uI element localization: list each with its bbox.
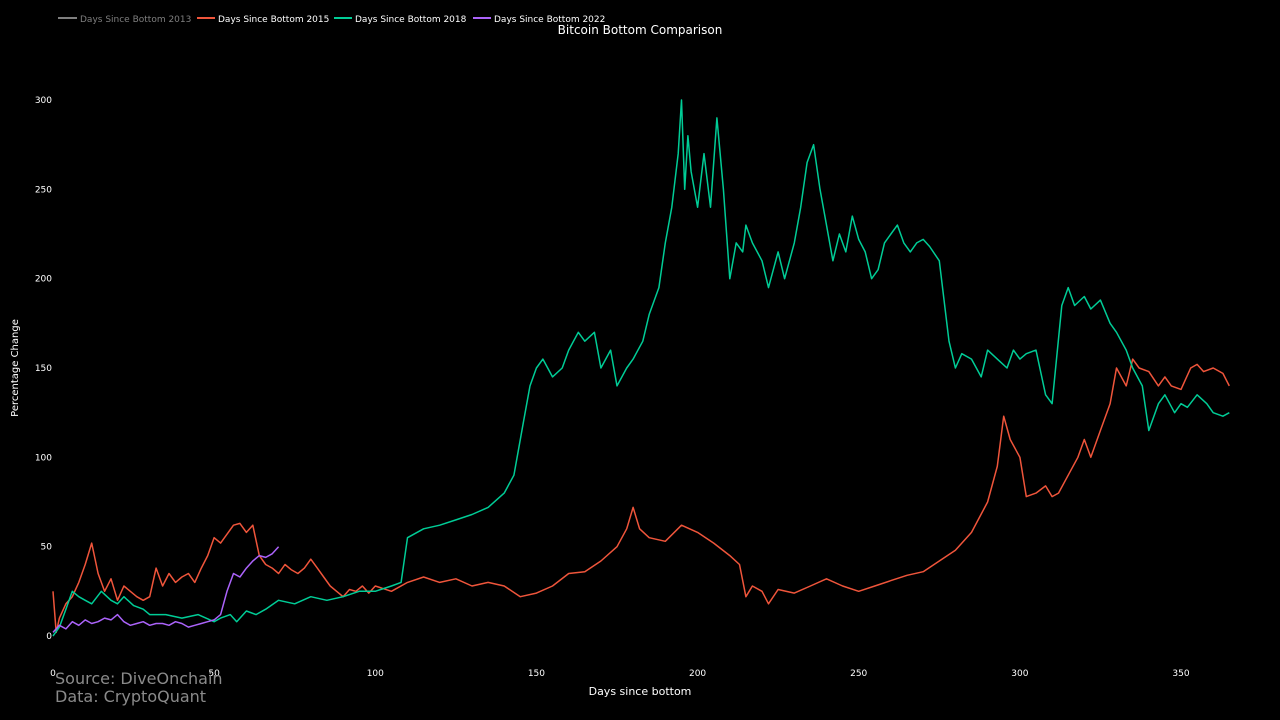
legend-item-2013[interactable]: Days Since Bottom 2013 [58, 15, 191, 25]
x-tick-label: 300 [1011, 669, 1028, 679]
x-tick-label: 50 [208, 669, 220, 679]
legend-item-2018[interactable]: Days Since Bottom 2018 [334, 15, 467, 25]
legend-item-2015[interactable]: Days Since Bottom 2015 [197, 15, 329, 25]
series-line-2015 [52, 358, 1230, 634]
x-tick-label: 100 [367, 669, 384, 679]
y-tick-label: 100 [35, 453, 52, 463]
legend-label-2013: Days Since Bottom 2013 [80, 15, 191, 25]
legend-label-2018: Days Since Bottom 2018 [355, 15, 467, 25]
x-axis-ticks: 0 50 100 150 200 250 300 350 [50, 669, 1190, 679]
series-lines [52, 99, 1230, 637]
y-tick-label: 50 [41, 543, 53, 553]
source-text: Source: DiveOnchain [55, 669, 223, 688]
x-tick-label: 350 [1172, 669, 1189, 679]
legend-label-2015: Days Since Bottom 2015 [218, 15, 329, 25]
y-tick-label: 300 [35, 96, 52, 106]
legend-item-2022[interactable]: Days Since Bottom 2022 [473, 15, 605, 25]
x-tick-label: 150 [528, 669, 545, 679]
y-axis-title: Percentage Change [10, 319, 21, 417]
y-tick-label: 200 [35, 275, 52, 285]
y-tick-label: 150 [35, 364, 52, 374]
series-line-2018 [52, 99, 1230, 637]
legend: Days Since Bottom 2013 Days Since Bottom… [58, 15, 605, 25]
y-tick-label: 0 [46, 632, 52, 642]
x-tick-label: 250 [850, 669, 867, 679]
y-axis-ticks: 0 50 100 150 200 250 300 [35, 96, 52, 642]
x-tick-label: 0 [50, 669, 56, 679]
x-axis-title: Days since bottom [589, 685, 692, 698]
chart-title: Bitcoin Bottom Comparison [558, 23, 723, 37]
y-tick-label: 250 [35, 185, 52, 195]
data-credit-text: Data: CryptoQuant [55, 687, 207, 706]
source-attribution: Source: DiveOnchain Data: CryptoQuant [55, 670, 223, 706]
series-line-2022 [52, 546, 280, 633]
legend-label-2022: Days Since Bottom 2022 [494, 15, 605, 25]
x-tick-label: 200 [689, 669, 706, 679]
